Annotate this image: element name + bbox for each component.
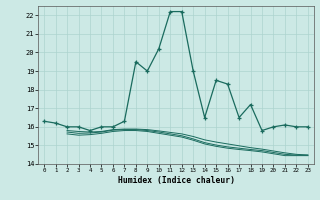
X-axis label: Humidex (Indice chaleur): Humidex (Indice chaleur) [117,176,235,185]
